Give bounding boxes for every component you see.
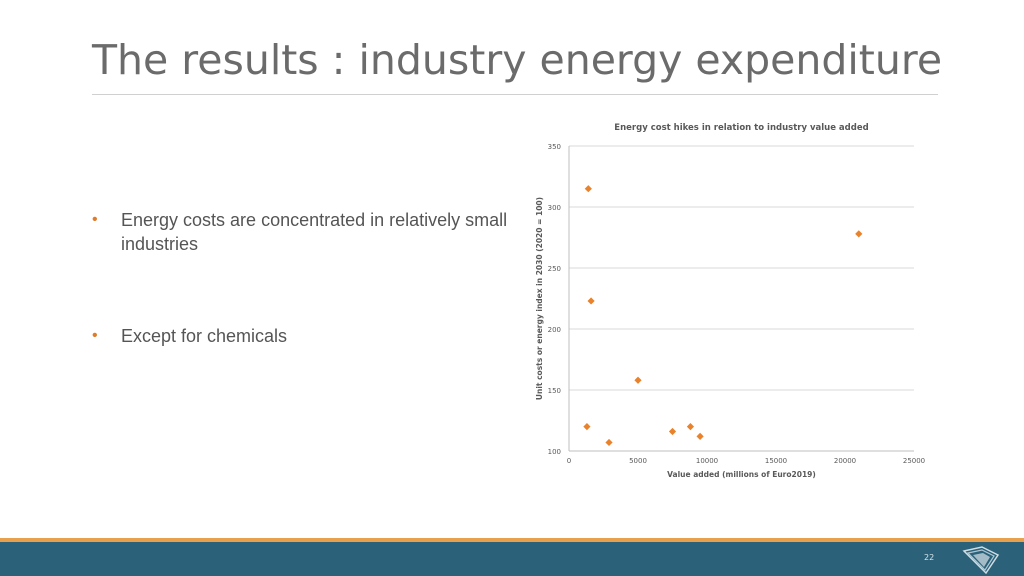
footer-stripe bbox=[0, 538, 1024, 542]
y-tick-label: 150 bbox=[548, 387, 561, 395]
bullet-item: • Energy costs are concentrated in relat… bbox=[92, 208, 512, 256]
slide-title: The results : industry energy expenditur… bbox=[92, 36, 943, 84]
bullet-dot-icon: • bbox=[92, 211, 98, 228]
x-tick-label: 15000 bbox=[765, 457, 787, 465]
y-tick-label: 300 bbox=[548, 204, 561, 212]
data-point bbox=[605, 438, 613, 447]
chart-title: Energy cost hikes in relation to industr… bbox=[614, 123, 868, 133]
y-tick-label: 100 bbox=[548, 448, 561, 456]
company-logo-icon bbox=[962, 546, 1000, 575]
y-tick-label: 350 bbox=[548, 143, 561, 151]
page-number: 22 bbox=[924, 553, 935, 562]
data-point bbox=[696, 432, 704, 440]
data-point bbox=[583, 423, 591, 431]
footer-bar bbox=[0, 542, 1024, 576]
bullet-text: Except for chemicals bbox=[121, 326, 288, 346]
data-point bbox=[587, 297, 595, 305]
scatter-chart: Energy cost hikes in relation to industr… bbox=[535, 123, 925, 479]
bullet-list: • Energy costs are concentrated in relat… bbox=[92, 208, 512, 348]
x-tick-label: 20000 bbox=[834, 457, 856, 465]
x-axis-title: Value added (millions of Euro2019) bbox=[667, 470, 816, 479]
data-point bbox=[686, 423, 695, 431]
x-tick-label: 25000 bbox=[903, 457, 925, 465]
title-divider bbox=[92, 94, 938, 95]
data-point bbox=[668, 427, 677, 436]
data-point bbox=[584, 185, 592, 193]
x-tick-label: 5000 bbox=[629, 457, 647, 465]
y-axis-title: Unit costs or energy index in 2030 (2020… bbox=[535, 197, 544, 400]
y-tick-label: 200 bbox=[548, 326, 561, 334]
data-point bbox=[634, 376, 642, 384]
x-tick-label: 10000 bbox=[696, 457, 718, 465]
bullet-text: Energy costs are concentrated in relativ… bbox=[121, 210, 508, 254]
x-tick-label: 0 bbox=[567, 457, 571, 465]
bullet-item: • Except for chemicals bbox=[92, 324, 512, 348]
y-tick-label: 250 bbox=[548, 265, 561, 273]
bullet-dot-icon: • bbox=[92, 327, 98, 344]
data-point bbox=[855, 230, 863, 238]
